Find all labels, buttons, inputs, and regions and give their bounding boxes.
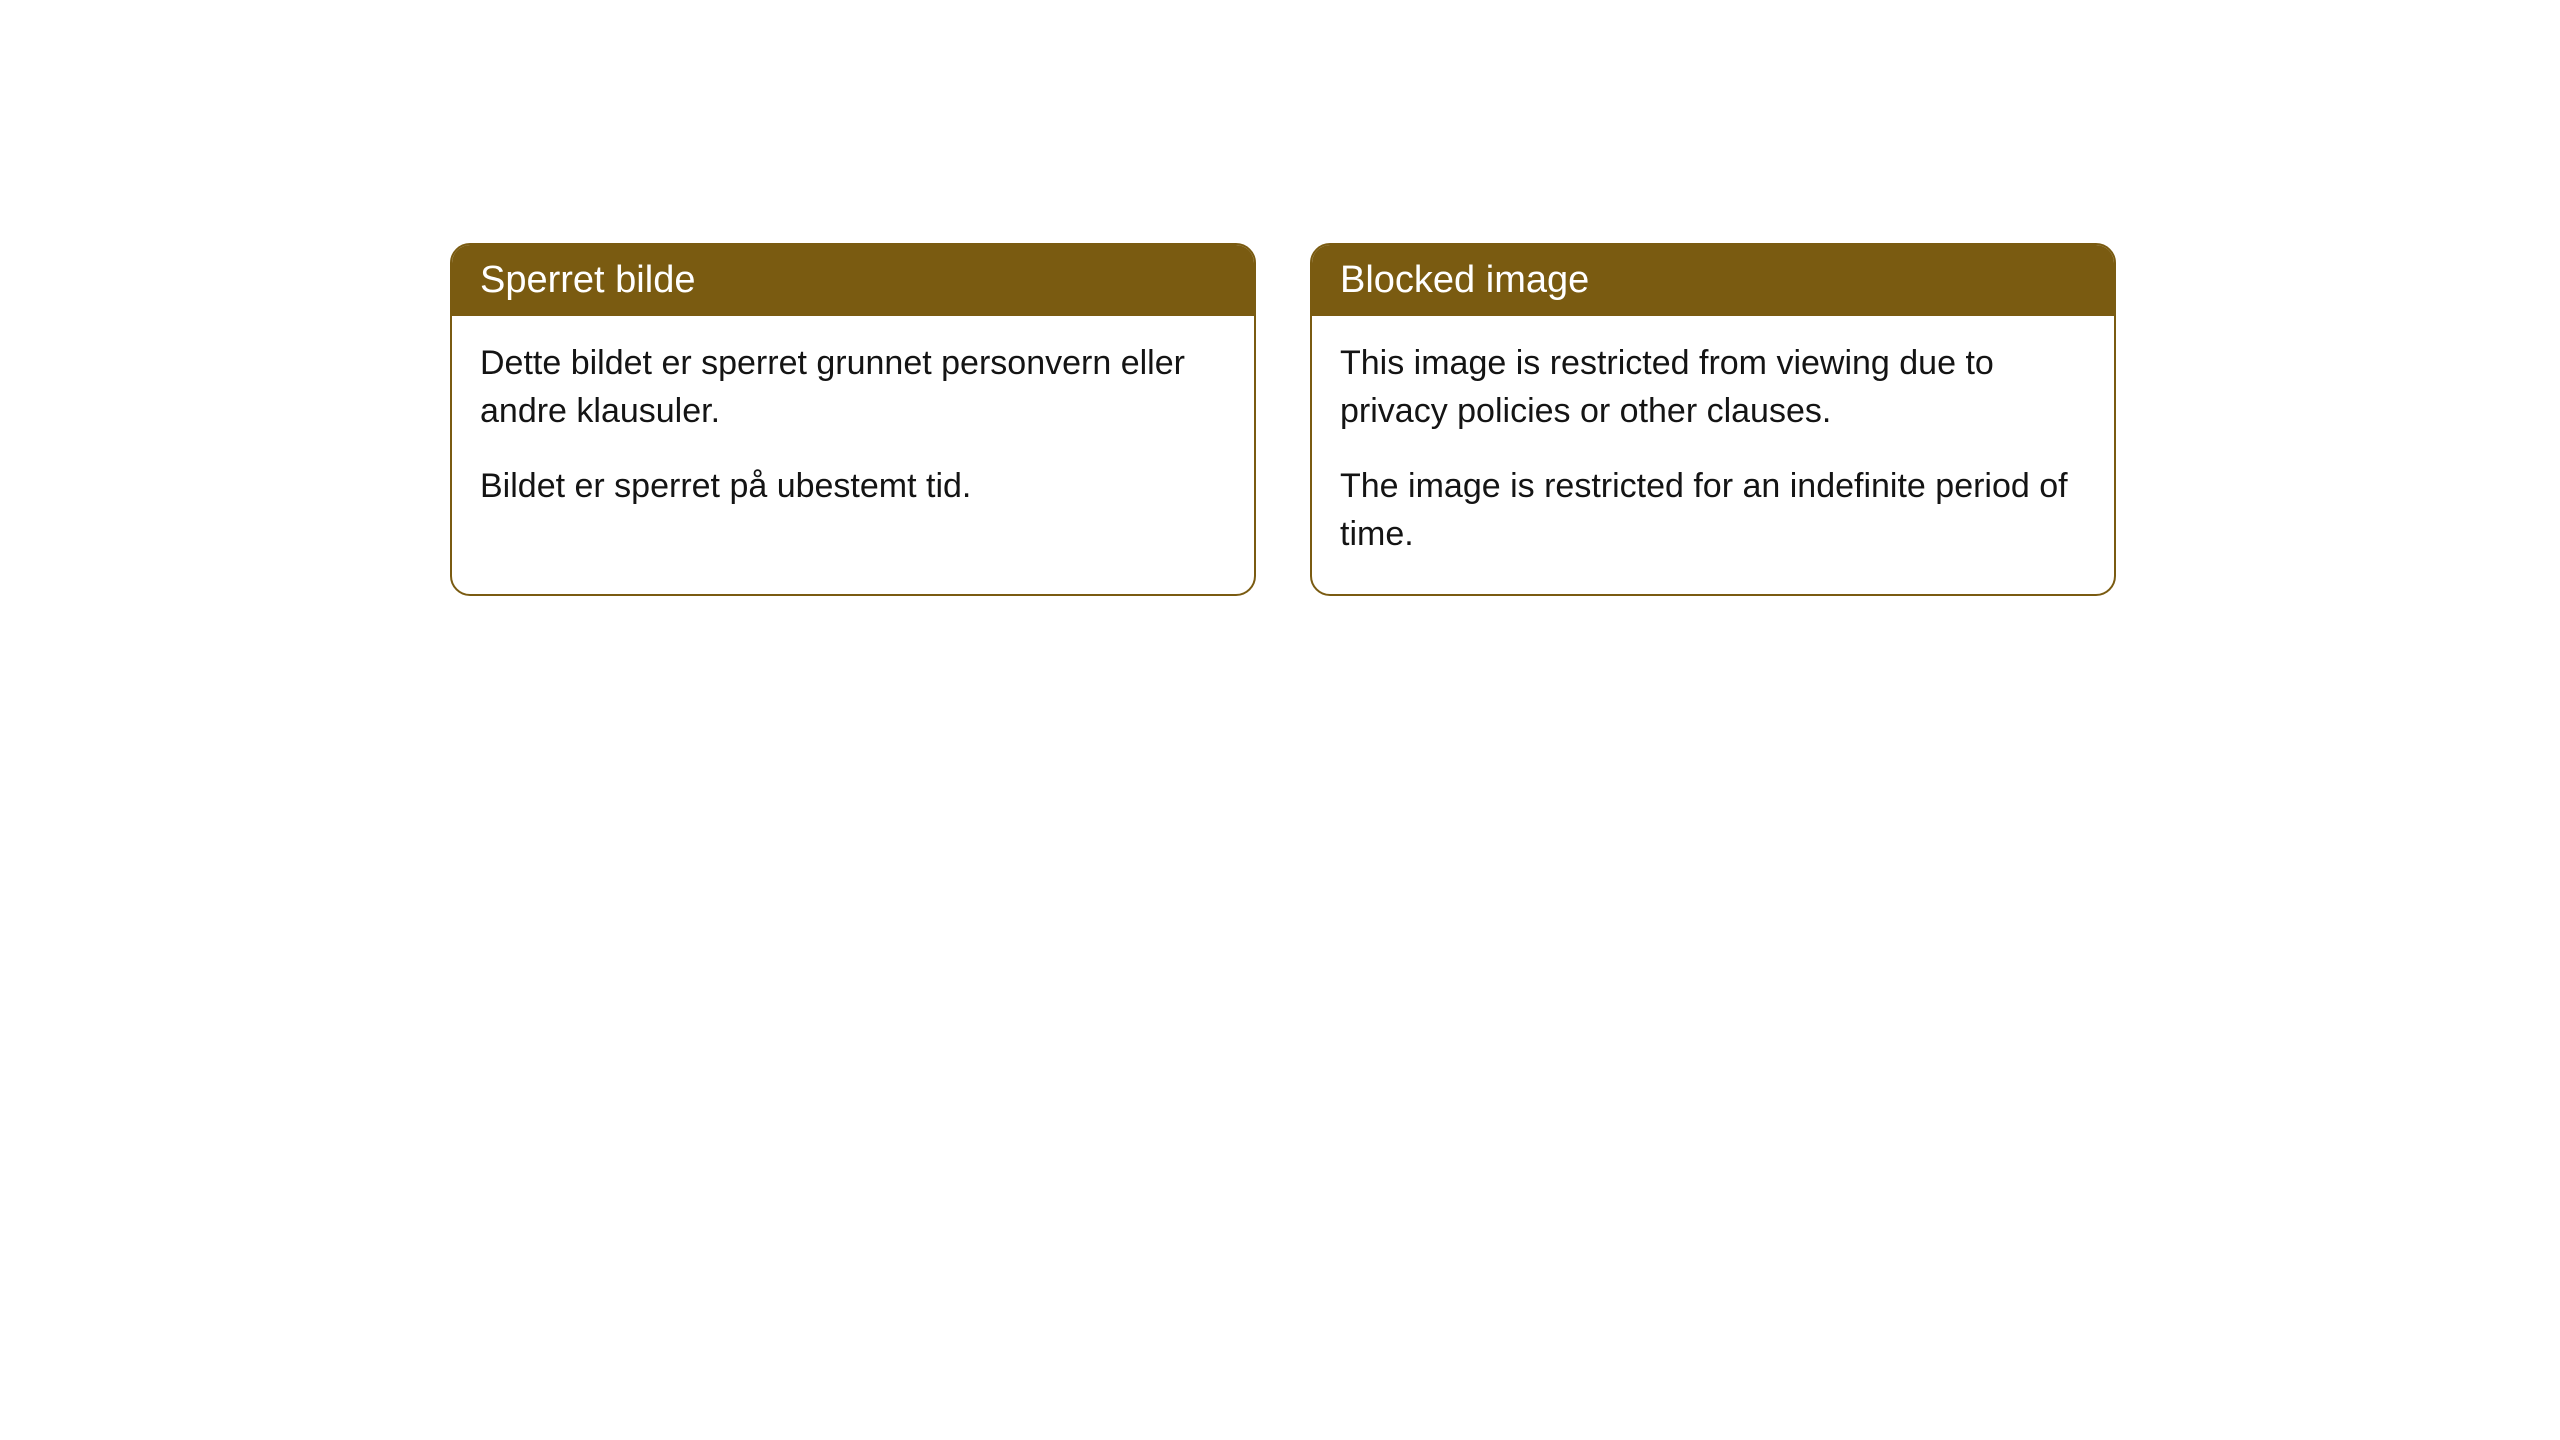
card-body-english: This image is restricted from viewing du… bbox=[1312, 316, 2114, 594]
card-header-english: Blocked image bbox=[1312, 245, 2114, 316]
notice-cards-container: Sperret bilde Dette bildet er sperret gr… bbox=[450, 243, 2116, 596]
blocked-image-card-english: Blocked image This image is restricted f… bbox=[1310, 243, 2116, 596]
notice-paragraph: Bildet er sperret på ubestemt tid. bbox=[480, 463, 1226, 511]
card-body-norwegian: Dette bildet er sperret grunnet personve… bbox=[452, 316, 1254, 547]
blocked-image-card-norwegian: Sperret bilde Dette bildet er sperret gr… bbox=[450, 243, 1256, 596]
notice-paragraph: The image is restricted for an indefinit… bbox=[1340, 463, 2086, 558]
card-title: Blocked image bbox=[1340, 259, 1589, 301]
notice-paragraph: This image is restricted from viewing du… bbox=[1340, 340, 2086, 435]
card-title: Sperret bilde bbox=[480, 259, 695, 301]
notice-paragraph: Dette bildet er sperret grunnet personve… bbox=[480, 340, 1226, 435]
card-header-norwegian: Sperret bilde bbox=[452, 245, 1254, 316]
